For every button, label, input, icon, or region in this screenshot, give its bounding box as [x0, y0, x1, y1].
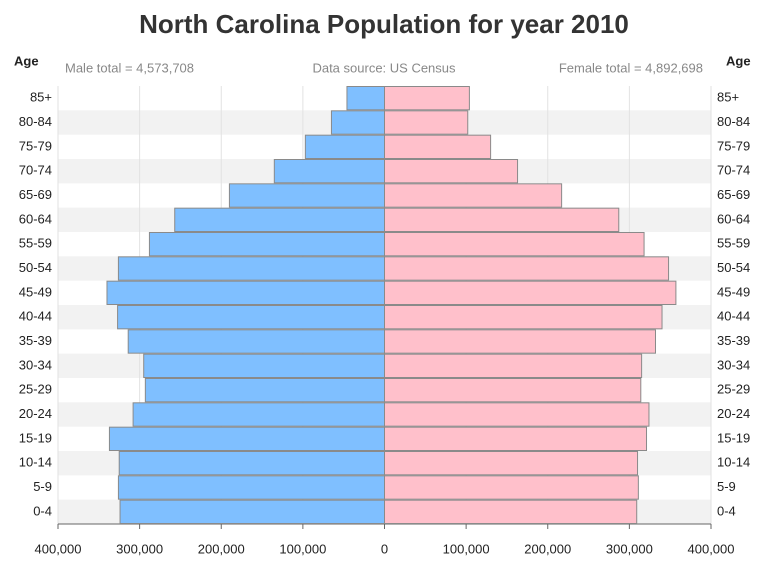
- bar: [304, 134, 386, 160]
- bar: [273, 159, 385, 184]
- bar: [384, 280, 677, 305]
- bar: [117, 475, 385, 500]
- y-tick-label: 40-44: [717, 309, 750, 324]
- bar: [148, 232, 385, 257]
- y-tick-label: 20-24: [717, 406, 750, 421]
- bar: [384, 232, 645, 257]
- bar: [384, 305, 663, 330]
- bar: [384, 183, 563, 208]
- y-tick-label: 0-4: [717, 503, 736, 518]
- y-tick-label: 30-34: [19, 357, 52, 372]
- bar: [384, 329, 656, 354]
- bar: [384, 207, 620, 233]
- bar: [106, 280, 385, 305]
- y-tick-label: 10-14: [717, 455, 750, 470]
- axis-label: Age: [726, 53, 751, 68]
- bar: [384, 256, 670, 281]
- bar: [108, 426, 386, 451]
- y-tick-label: 65-69: [717, 187, 750, 202]
- bar: [143, 353, 385, 378]
- y-tick-label: 15-19: [717, 430, 750, 445]
- bar: [118, 451, 385, 476]
- bar: [384, 159, 519, 184]
- y-tick-label: 10-14: [19, 455, 52, 470]
- y-tick-label: 5-9: [33, 479, 52, 494]
- bar: [384, 451, 639, 476]
- annotation: Female total = 4,892,698: [559, 60, 703, 75]
- y-tick-label: 70-74: [717, 163, 750, 178]
- y-tick-label: 80-84: [19, 114, 52, 129]
- bar: [144, 378, 385, 403]
- bar: [384, 110, 469, 135]
- y-tick-label: 45-49: [717, 284, 750, 299]
- axis-label: Age: [14, 53, 39, 68]
- bar: [132, 402, 385, 427]
- x-tick-label: 200,000: [198, 541, 245, 556]
- bar: [119, 499, 385, 524]
- x-tick-label: 300,000: [116, 541, 163, 556]
- y-tick-label: 35-39: [717, 333, 750, 348]
- y-tick-label: 35-39: [19, 333, 52, 348]
- bar: [228, 183, 385, 208]
- bar: [384, 499, 638, 524]
- y-tick-label: 65-69: [19, 187, 52, 202]
- y-tick-label: 25-29: [19, 382, 52, 397]
- y-tick-label: 15-19: [19, 430, 52, 445]
- y-tick-label: 70-74: [19, 163, 52, 178]
- bar: [384, 86, 470, 111]
- y-tick-label: 80-84: [717, 114, 750, 129]
- bar: [384, 402, 650, 427]
- x-tick-label: 300,000: [606, 541, 653, 556]
- x-tick-label: 400,000: [35, 541, 82, 556]
- annotation: Data source: US Census: [312, 60, 456, 75]
- bar: [346, 86, 386, 111]
- y-tick-label: 25-29: [717, 382, 750, 397]
- y-tick-label: 45-49: [19, 284, 52, 299]
- bar: [384, 426, 648, 451]
- y-tick-label: 50-54: [19, 260, 52, 275]
- y-tick-label: 0-4: [33, 503, 52, 518]
- y-tick-label: 5-9: [717, 479, 736, 494]
- bar: [117, 256, 385, 281]
- x-tick-label: 0: [381, 541, 388, 556]
- y-tick-label: 30-34: [717, 357, 750, 372]
- y-tick-label: 60-64: [717, 211, 750, 226]
- y-tick-label: 85+: [717, 90, 739, 105]
- y-tick-label: 75-79: [19, 138, 52, 153]
- y-tick-label: 20-24: [19, 406, 52, 421]
- bar: [384, 475, 639, 500]
- x-tick-label: 200,000: [524, 541, 571, 556]
- y-tick-label: 85+: [30, 90, 52, 105]
- y-tick-label: 55-59: [19, 236, 52, 251]
- x-tick-label: 400,000: [688, 541, 735, 556]
- x-tick-label: 100,000: [279, 541, 326, 556]
- y-tick-label: 75-79: [717, 138, 750, 153]
- y-tick-label: 40-44: [19, 309, 52, 324]
- x-tick-label: 100,000: [443, 541, 490, 556]
- y-tick-label: 60-64: [19, 211, 52, 226]
- bar: [117, 305, 386, 330]
- bar: [384, 378, 642, 403]
- bar: [384, 134, 492, 160]
- chart-title: North Carolina Population for year 2010: [139, 9, 629, 39]
- bar: [330, 110, 386, 135]
- y-tick-label: 50-54: [717, 260, 750, 275]
- bar: [174, 207, 385, 233]
- bar: [384, 353, 643, 378]
- y-tick-label: 55-59: [717, 236, 750, 251]
- annotation: Male total = 4,573,708: [65, 60, 194, 75]
- bar: [127, 329, 385, 354]
